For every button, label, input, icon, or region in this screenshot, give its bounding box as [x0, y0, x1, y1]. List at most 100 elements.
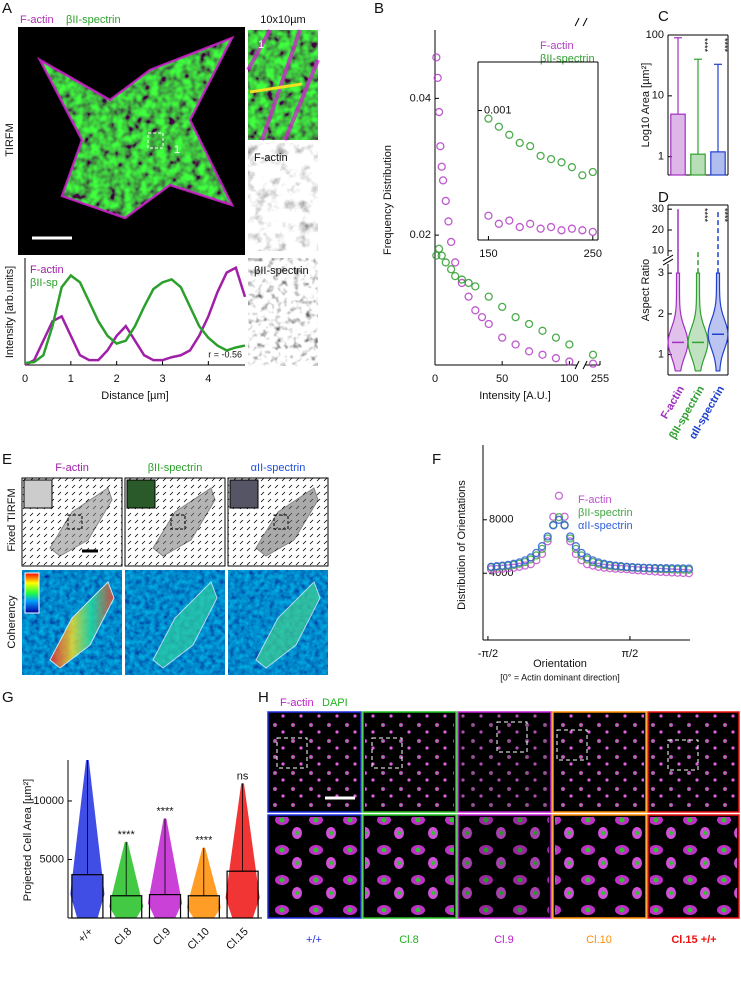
data-point [536, 151, 545, 161]
cell [152, 581, 218, 669]
data-point [498, 302, 507, 312]
roi-box [147, 132, 164, 149]
annotation: ns [237, 770, 249, 782]
x-tick-label: 250 [584, 248, 602, 260]
data-point [567, 163, 577, 172]
data-line [24, 265, 247, 367]
y-tick-label: 1 [658, 151, 664, 163]
data-point [546, 154, 556, 164]
y-tick-label: 0.02 [410, 229, 431, 241]
panel-label: G [2, 689, 14, 706]
x-tick-label: Cl.8 [112, 926, 134, 948]
data-point [471, 306, 480, 315]
y-tick-label: 100 [646, 29, 664, 41]
data-point [588, 227, 597, 237]
panel-label: C [658, 8, 669, 25]
axis-break [577, 361, 586, 369]
cell-outline [36, 35, 235, 220]
data-point [538, 350, 547, 359]
data-point [549, 521, 558, 530]
condition-label: Cl.8 [399, 934, 419, 946]
data-point [656, 563, 665, 573]
image [460, 714, 549, 810]
data-point [441, 196, 450, 206]
data-point [554, 512, 564, 522]
bar [670, 113, 686, 176]
data-point [471, 282, 480, 291]
data-point [639, 563, 648, 572]
data-point [437, 251, 446, 260]
data-point [565, 340, 574, 349]
data-point [650, 563, 660, 573]
data-point [537, 542, 547, 551]
annotation: **** [118, 829, 136, 841]
legend-label: αII-spectrin [578, 520, 633, 532]
data-point [492, 562, 501, 571]
channel-title: αII-spectrin [251, 462, 306, 474]
condition-label: Cl.15 +/+ [671, 934, 716, 946]
data-point [446, 237, 456, 247]
y-tick-label: 8000 [489, 514, 513, 526]
color-scale [24, 572, 40, 614]
legend-label: F-actin [20, 14, 54, 26]
x-tick-label: 150 [479, 248, 497, 260]
data-point [551, 333, 561, 342]
x-tick-label: 0 [432, 373, 438, 385]
channel-title: F-actin [55, 462, 89, 474]
actin-fibers [246, 29, 320, 141]
y-axis-title: Distribution of Orientations [456, 480, 468, 610]
x-tick-label: 4 [205, 373, 211, 385]
bar [690, 153, 706, 176]
data-point [515, 138, 524, 148]
data-point [594, 558, 603, 567]
image [650, 714, 737, 810]
image [270, 817, 359, 916]
legend-label: F-actin [30, 264, 64, 276]
data-point [588, 167, 597, 177]
channel-label: F-actin [254, 152, 288, 164]
legend-label: βII-spectrin [578, 507, 633, 519]
data-point [611, 561, 620, 570]
y-tick-label: 10 [652, 245, 664, 257]
data-point [536, 224, 545, 233]
data-point [511, 340, 520, 349]
panel-h: F-actin DAPI +/+ Cl.8 Cl.9 Cl.10 Cl.15 +… [267, 697, 740, 946]
data-line [24, 273, 246, 365]
data-point [588, 359, 598, 368]
annotation: **** [700, 38, 710, 53]
y-tick-label: 0.04 [410, 92, 431, 104]
data-point [560, 521, 569, 530]
data-point [628, 563, 637, 572]
axis-break [574, 360, 588, 370]
image [460, 817, 549, 916]
data-point [434, 244, 444, 253]
data-point [622, 562, 631, 571]
data-point [484, 292, 493, 301]
data-point [577, 548, 586, 558]
data-point [554, 491, 564, 500]
data-point [464, 278, 473, 288]
annotation: **** [720, 38, 730, 53]
data-point [673, 564, 682, 573]
channel-title: βII-spectrin [148, 462, 203, 474]
x-tick-label: 0 [22, 373, 28, 385]
data-point [567, 224, 577, 233]
data-point [484, 114, 493, 123]
data-point [432, 53, 441, 62]
data-point [684, 569, 694, 578]
data-point [484, 319, 493, 329]
data-point [526, 553, 535, 562]
image [365, 714, 454, 810]
data-point [494, 219, 504, 228]
data-point [446, 265, 456, 274]
data-point [498, 333, 507, 342]
data-point [438, 176, 448, 185]
data-point [484, 211, 493, 220]
axis-break [574, 17, 588, 27]
data-point [565, 357, 574, 366]
y-axis-title: Log10 Area [µm²] [640, 63, 652, 148]
row-label: Fixed TIRFM [6, 488, 18, 551]
panel-label: A [2, 0, 12, 17]
